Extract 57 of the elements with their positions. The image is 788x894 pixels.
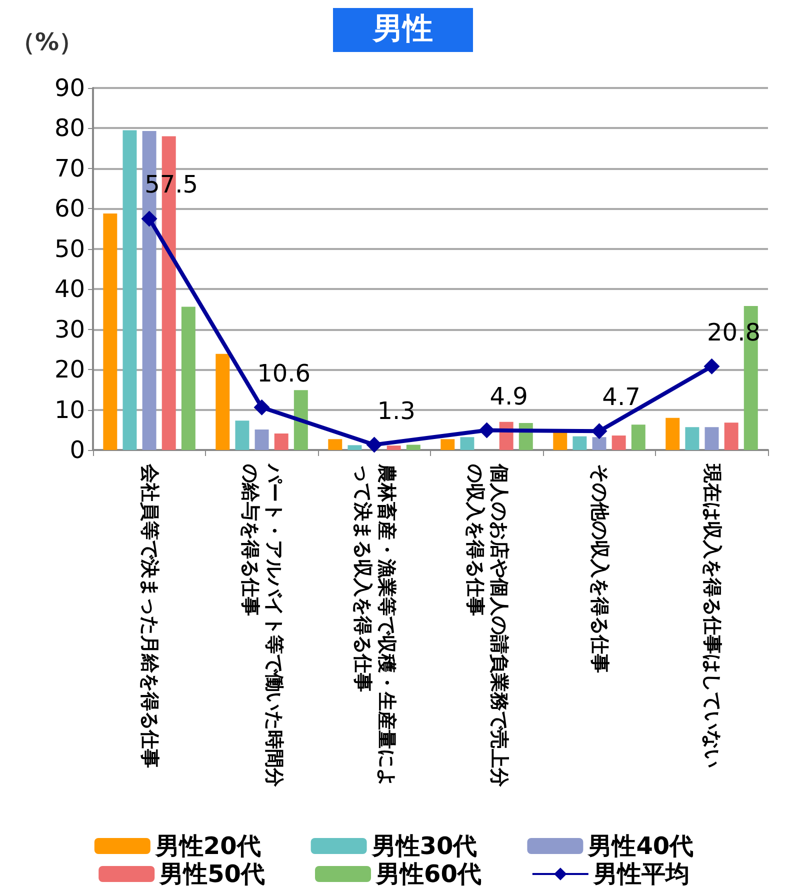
x-tick-label: パート・アルバイト等で働いた時間分の給与を得る仕事 <box>238 463 285 788</box>
point <box>591 423 608 440</box>
bar <box>348 445 362 450</box>
bar <box>704 427 719 450</box>
bar <box>553 432 568 450</box>
y-tick-label: 40 <box>54 275 86 304</box>
bar <box>274 434 288 450</box>
bar <box>685 427 700 450</box>
bar <box>254 429 269 450</box>
legend-label: 男性60代 <box>375 860 482 888</box>
x-tick-label: 現在は収入を得る仕事はしていない <box>700 463 723 768</box>
legend-label: 男性20代 <box>154 832 261 860</box>
y-tick-label: 90 <box>54 74 86 102</box>
bar <box>612 436 626 450</box>
bar <box>386 446 401 450</box>
data-label: 10.6 <box>257 359 311 388</box>
bar <box>631 424 646 450</box>
x-tick-label: 個人のお店や個人の請負業務で売上分の収入を得る仕事 <box>464 463 510 788</box>
y-tick-label: 50 <box>54 234 86 263</box>
bar <box>666 418 680 450</box>
bar <box>103 213 118 450</box>
bar <box>294 390 308 450</box>
legend-label: 男性平均 <box>592 860 690 888</box>
data-label: 4.9 <box>490 382 528 410</box>
y-tick-label: 20 <box>54 356 86 384</box>
bar <box>181 306 196 450</box>
bar <box>235 420 250 450</box>
legend-label: 男性30代 <box>370 832 478 860</box>
bar <box>216 354 230 450</box>
bar <box>406 444 420 450</box>
x-tick-label: 農林畜産・漁業等で収穫・生産量によって決まる収入を得る仕事 <box>351 463 398 787</box>
x-tick-label: その他の収入を得る仕事 <box>588 464 610 673</box>
point <box>478 422 495 438</box>
data-label: 4.7 <box>602 383 640 412</box>
y-tick-label: 70 <box>54 154 86 182</box>
point <box>254 399 270 416</box>
y-axis-title: （%） <box>11 28 84 56</box>
chart-title: 男性 <box>372 12 433 46</box>
legend-label: 男性40代 <box>587 832 694 860</box>
bar <box>328 439 342 450</box>
y-tick-label: 10 <box>54 396 86 424</box>
data-label: 1.3 <box>377 396 416 425</box>
bar <box>724 422 738 450</box>
bar <box>122 130 137 450</box>
bar <box>592 437 606 450</box>
x-tick-label: 会社員等で決まった月給を得る仕事 <box>138 463 160 768</box>
bar <box>572 436 587 450</box>
y-tick-label: 60 <box>54 194 86 223</box>
point <box>366 436 382 453</box>
point <box>141 210 158 227</box>
point <box>704 358 720 374</box>
y-tick-label: 80 <box>54 114 86 142</box>
bar <box>460 437 474 450</box>
bar <box>440 439 455 450</box>
y-tick-label: 0 <box>70 436 86 464</box>
y-tick-label: 30 <box>54 315 86 344</box>
legend-label: 男性50代 <box>158 860 266 888</box>
